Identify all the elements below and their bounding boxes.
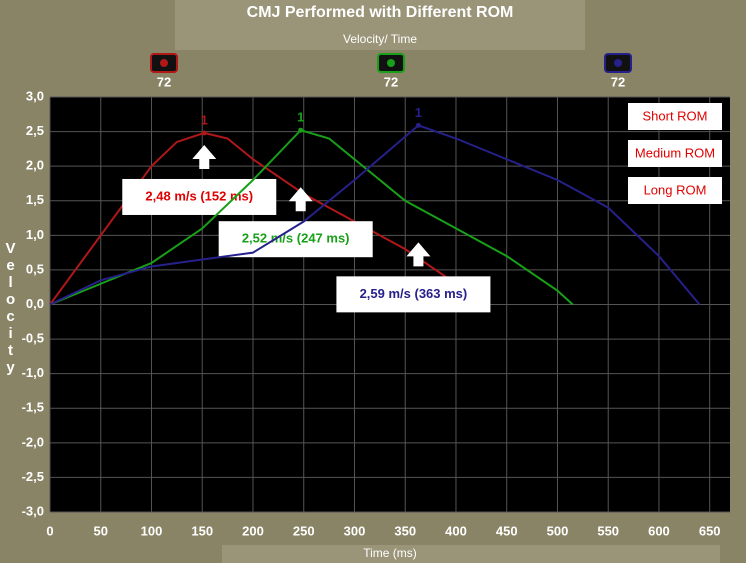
data-line	[49, 129, 574, 306]
y-tick-label: 0,5	[26, 261, 44, 276]
y-tick-label: 1,0	[26, 227, 44, 242]
x-tick-label: 200	[242, 523, 264, 538]
x-tick-label: 150	[191, 523, 213, 538]
annotation-box	[122, 178, 277, 215]
legend-box	[628, 140, 722, 167]
peak-label: 1	[201, 112, 208, 127]
header-marker-label: 72	[384, 74, 398, 89]
y-tick-label: -2,0	[22, 434, 44, 449]
peak-point	[298, 127, 304, 133]
x-tick-label: 50	[94, 523, 108, 538]
y-tick-label: -0,5	[22, 331, 44, 346]
header-marker-label: 72	[157, 74, 171, 89]
title-bar	[175, 0, 585, 50]
x-tick-label: 300	[344, 523, 366, 538]
x-tick-label: 600	[648, 523, 670, 538]
chart-title: CMJ Performed with Different ROM	[247, 4, 514, 21]
annotation: 2,48 m/s (152 ms)	[145, 188, 253, 203]
x-tick-label: 250	[293, 523, 315, 538]
y-tick-label: -1,5	[22, 400, 44, 415]
x-axis-label: Time (ms)	[363, 546, 417, 560]
marker-symbol	[614, 59, 622, 67]
x-tick-label: 500	[547, 523, 569, 538]
x-label-bar	[222, 545, 720, 563]
marker-symbol	[387, 59, 395, 67]
x-tick-label: 450	[496, 523, 518, 538]
legend-label: Short ROM	[642, 108, 707, 123]
x-tick-label: 650	[699, 523, 721, 538]
chart-subtitle: Velocity/ Time	[343, 32, 417, 46]
y-tick-label: -2,5	[22, 469, 44, 484]
data-line	[49, 124, 701, 306]
header-marker-label: 72	[611, 74, 625, 89]
x-tick-label: 350	[394, 523, 416, 538]
x-tick-label: 550	[597, 523, 619, 538]
annotation-box	[336, 276, 491, 313]
y-tick-label: 0,0	[26, 296, 44, 311]
x-tick-label: 100	[141, 523, 163, 538]
annotation: 2,59 m/s (363 ms)	[360, 286, 468, 301]
y-tick-label: -1,0	[22, 365, 44, 380]
x-tick-label: 400	[445, 523, 467, 538]
legend-label: Long ROM	[644, 182, 707, 197]
annotation-arrow	[192, 144, 217, 169]
peak-label: 1	[415, 105, 422, 120]
peak-point	[415, 122, 421, 128]
y-axis-label: Velocity	[2, 240, 19, 376]
y-tick-label: 3,0	[26, 88, 44, 103]
legend-box	[628, 103, 722, 130]
peak-label: 1	[297, 110, 304, 125]
legend-label: Medium ROM	[635, 145, 715, 160]
y-tick-label: -3,0	[22, 503, 44, 518]
annotation-arrow	[406, 242, 431, 267]
marker-symbol	[160, 59, 168, 67]
x-tick-label: 0	[46, 523, 53, 538]
y-tick-label: 2,5	[26, 123, 44, 138]
y-tick-label: 1,5	[26, 192, 44, 207]
data-line	[49, 131, 487, 306]
annotation: 2,52 m/s (247 ms)	[242, 231, 350, 246]
peak-point	[201, 130, 207, 136]
y-tick-label: 2,0	[26, 158, 44, 173]
legend-box	[628, 177, 722, 204]
annotation-arrow	[288, 187, 313, 212]
